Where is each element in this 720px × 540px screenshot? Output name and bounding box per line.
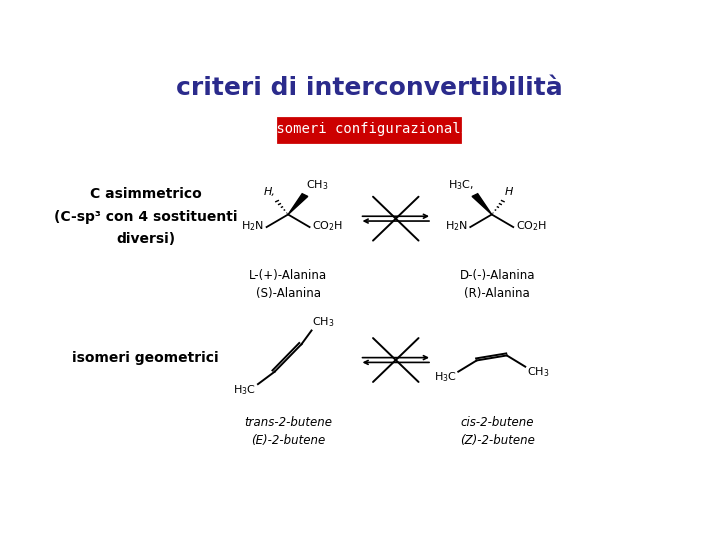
Text: CO$_2$H: CO$_2$H xyxy=(516,219,547,233)
Text: L-(+)-Alanina
(S)-Alanina: L-(+)-Alanina (S)-Alanina xyxy=(249,268,327,300)
Text: isomeri geometrici: isomeri geometrici xyxy=(73,351,219,365)
Text: H,: H, xyxy=(264,187,275,197)
Text: CH$_3$: CH$_3$ xyxy=(527,366,549,379)
Text: H$_2$N: H$_2$N xyxy=(445,219,468,233)
Text: (C-sp³ con 4 sostituenti: (C-sp³ con 4 sostituenti xyxy=(54,210,238,224)
Text: D-(-)-Alanina
(R)-Alanina: D-(-)-Alanina (R)-Alanina xyxy=(459,268,535,300)
Text: C asimmetrico: C asimmetrico xyxy=(90,187,202,201)
Text: trans-2-butene
(E)-2-butene: trans-2-butene (E)-2-butene xyxy=(244,416,332,447)
Polygon shape xyxy=(472,194,492,214)
Text: criteri di interconvertibilità: criteri di interconvertibilità xyxy=(176,76,562,100)
Text: CO$_2$H: CO$_2$H xyxy=(312,219,343,233)
Text: H$_3$C: H$_3$C xyxy=(433,370,456,384)
Text: diversi): diversi) xyxy=(116,232,176,246)
Text: H$_3$C,: H$_3$C, xyxy=(448,178,474,192)
Text: H$_3$C: H$_3$C xyxy=(233,383,256,397)
Text: CH$_3$: CH$_3$ xyxy=(312,315,335,329)
Text: isomeri configurazionali: isomeri configurazionali xyxy=(269,122,469,136)
Text: H: H xyxy=(505,187,513,197)
Polygon shape xyxy=(288,194,307,214)
Text: H$_2$N: H$_2$N xyxy=(241,219,264,233)
Text: CH$_3$: CH$_3$ xyxy=(306,178,328,192)
FancyBboxPatch shape xyxy=(278,118,460,142)
Text: cis-2-butene
(Z)-2-butene: cis-2-butene (Z)-2-butene xyxy=(460,416,535,447)
